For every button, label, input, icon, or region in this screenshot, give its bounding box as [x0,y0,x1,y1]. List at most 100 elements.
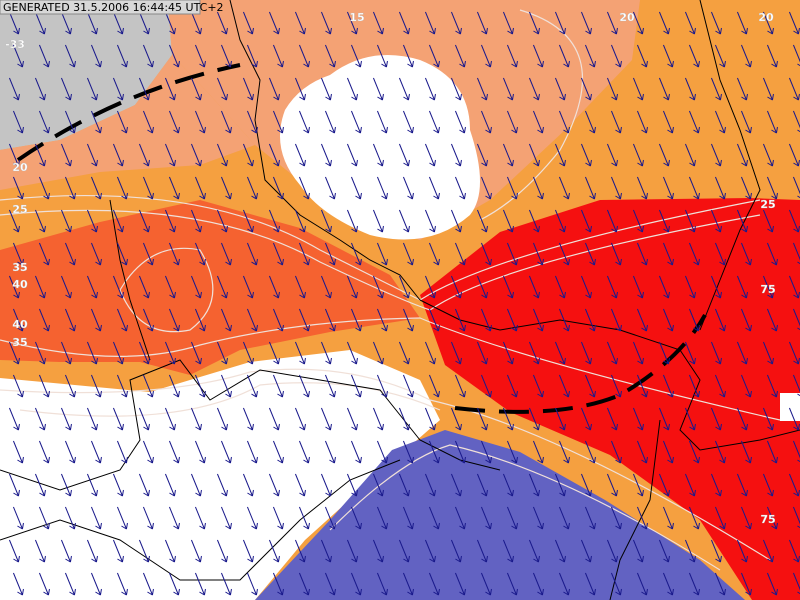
wind-arrow [788,77,800,101]
wind-arrow [632,143,644,167]
wind-arrow [346,341,358,365]
wind-arrow [450,77,462,101]
wind-arrow [116,176,128,200]
wind-arrow [714,506,726,530]
wind-arrow [220,110,232,134]
wind-arrow [580,143,592,167]
contour-label: 40 [12,318,28,331]
wind-arrow [736,473,748,497]
wind-arrow [272,308,284,332]
wind-arrow [86,11,98,35]
wind-arrow [532,176,544,200]
wind-arrow [320,209,332,233]
wind-arrow [350,506,362,530]
wind-arrow [454,44,466,68]
wind-arrow [60,341,72,365]
wind-arrow [168,572,180,596]
wind-arrow [398,341,410,365]
wind-arrow [268,407,280,431]
wind-arrow [294,143,306,167]
wind-arrow [90,572,102,596]
wind-arrow [454,308,466,332]
wind-arrow [532,440,544,464]
wind-arrow [164,209,176,233]
wind-arrow [38,374,50,398]
wind-arrow [402,374,414,398]
wind-arrow [34,11,46,35]
wind-arrow [324,242,336,266]
wind-arrow [190,473,202,497]
wind-arrow [216,341,228,365]
wind-arrow [554,341,566,365]
wind-arrow [272,110,284,134]
wind-arrow [740,110,752,134]
wind-arrow [220,176,232,200]
wind-arrow [194,242,206,266]
wind-arrow [372,539,384,563]
wind-arrow [554,275,566,299]
wind-arrow [688,572,700,596]
wind-arrow [38,506,50,530]
wind-arrow [324,308,336,332]
wind-arrow [12,110,24,134]
wind-arrow [350,44,362,68]
wind-arrow [12,176,24,200]
wind-arrow [190,275,202,299]
wind-arrow [454,374,466,398]
wind-arrow [372,77,384,101]
wind-arrow [632,11,644,35]
wind-arrow [346,539,358,563]
wind-arrow [662,440,674,464]
wind-arrow [762,407,774,431]
wind-arrow [450,11,462,35]
wind-arrow [116,44,128,68]
wind-arrow [606,11,618,35]
wind-arrow [60,209,72,233]
wind-arrow [398,77,410,101]
wind-arrow [372,275,384,299]
wind-arrow [584,176,596,200]
wind-arrow [502,341,514,365]
wind-arrow [532,308,544,332]
wind-arrow [506,110,518,134]
wind-arrow [372,341,384,365]
wind-arrow [766,440,778,464]
wind-arrow [216,209,228,233]
wind-arrow [502,11,514,35]
wind-arrow [610,176,622,200]
wind-arrow [272,440,284,464]
wind-arrow [662,44,674,68]
wind-arrow [554,11,566,35]
wind-arrow [60,77,72,101]
wind-arrow [528,143,540,167]
wind-arrow [8,143,20,167]
wind-arrow [428,110,440,134]
wind-arrow [658,209,670,233]
wind-arrow [168,506,180,530]
wind-arrow [64,572,76,596]
wind-arrow [762,473,774,497]
wind-arrow [142,572,154,596]
wind-arrow [350,308,362,332]
wind-arrow [60,539,72,563]
wind-arrow [428,242,440,266]
wind-arrow [532,44,544,68]
wind-arrow [402,242,414,266]
wind-arrow [190,11,202,35]
wind-arrow [740,572,752,596]
wind-arrow [190,77,202,101]
wind-arrow [8,209,20,233]
wind-arrow [86,143,98,167]
wind-arrow [662,242,674,266]
wind-arrow [584,110,596,134]
wind-arrow [168,44,180,68]
wind-arrow [8,77,20,101]
wind-arrow [402,308,414,332]
wind-arrow [216,473,228,497]
wind-arrow [554,143,566,167]
wind-arrow [324,110,336,134]
wind-arrow [12,572,24,596]
header-box [0,0,201,15]
wind-arrow [766,44,778,68]
wind-arrow [714,110,726,134]
